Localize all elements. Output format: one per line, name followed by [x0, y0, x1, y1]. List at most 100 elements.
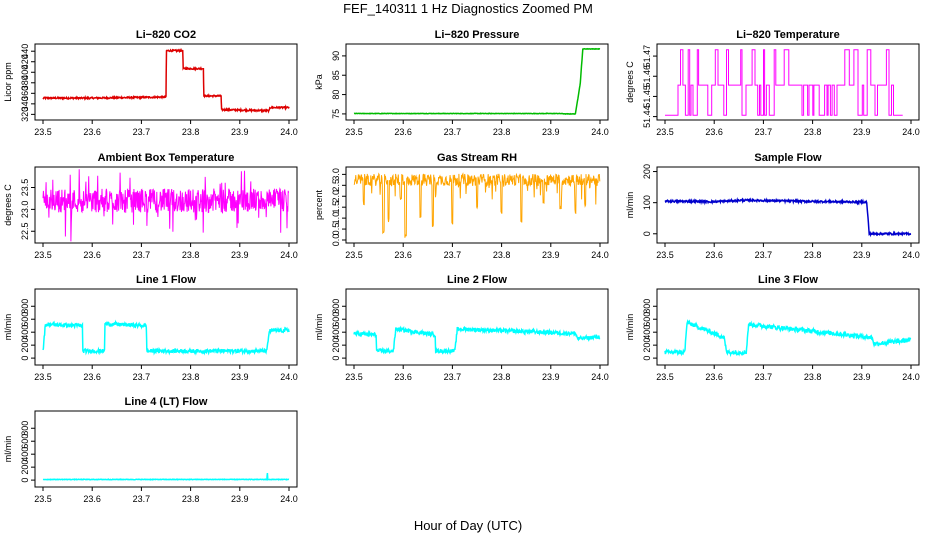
y-tick-label: 80 [331, 90, 341, 100]
x-tick-label: 23.8 [804, 250, 822, 260]
y-tick-label: 400 [20, 65, 30, 80]
y-tick-label: 320 [20, 107, 30, 122]
panel-title: Line 2 Flow [447, 274, 507, 286]
panel-title: Li−820 CO2 [136, 29, 196, 41]
y-tick-label: 420 [20, 54, 30, 69]
x-tick-label: 23.7 [133, 372, 151, 382]
y-tick-label: 3.0 [331, 168, 341, 181]
y-tick-label: 400 [20, 447, 30, 462]
x-tick-label: 24.0 [280, 127, 298, 137]
y-axis-label: percent [314, 189, 324, 220]
x-tick-label: 23.8 [182, 127, 200, 137]
y-tick-label: 23.5 [20, 179, 30, 197]
x-tick-label: 24.0 [280, 372, 298, 382]
x-tick-label: 23.7 [133, 494, 151, 504]
x-tick-label: 24.0 [280, 494, 298, 504]
x-tick-label: 24.0 [902, 127, 920, 137]
y-tick-label: 0 [331, 356, 341, 361]
panel-title: Line 4 (LT) Flow [125, 396, 208, 408]
chart-panel-5: Gas Stream RH percent 23.5 23.6 23.7 23.8 23.9… [314, 152, 609, 260]
plot-area [42, 47, 290, 114]
x-tick-label: 24.0 [280, 250, 298, 260]
plot-frame [34, 288, 298, 366]
x-tick-label: 23.7 [444, 250, 462, 260]
y-tick-label: 800 [642, 299, 652, 314]
x-tick-label: 23.6 [705, 372, 723, 382]
plot-area [353, 325, 601, 356]
series-line [42, 169, 290, 242]
y-axis-label: ml/min [3, 314, 13, 341]
x-tick-label: 23.5 [34, 127, 52, 137]
y-tick-label: 440 [20, 44, 30, 59]
x-tick-label: 23.8 [804, 127, 822, 137]
chart-panel-2: Li−820 Pressure kPa 23.5 23.6 23.7 23.8 23.9 24… [314, 29, 609, 137]
x-tick-label: 23.9 [853, 250, 871, 260]
panel-title: Line 3 Flow [758, 274, 818, 286]
y-tick-label: 0 [20, 478, 30, 483]
x-tick-label: 23.6 [83, 127, 101, 137]
chart-panel-10: Line 4 (LT) Flow ml/min 23.5 23.6 23.7 23.8 23… [3, 396, 298, 504]
y-tick-label: 200 [20, 338, 30, 353]
y-axis-label: ml/min [3, 436, 13, 463]
plot-frame [34, 410, 298, 488]
y-tick-label: 360 [20, 86, 30, 101]
x-tick-label: 23.7 [755, 250, 773, 260]
plot-frame [34, 43, 298, 121]
panel-title: Gas Stream RH [437, 152, 517, 164]
plot-frame [345, 43, 609, 121]
x-tick-label: 23.9 [542, 127, 560, 137]
y-tick-label: 2.0 [331, 190, 341, 203]
plot-area [42, 319, 290, 356]
y-tick-label: 0 [642, 231, 652, 236]
y-tick-label: 340 [20, 96, 30, 111]
y-tick-label: 85 [331, 70, 341, 80]
y-tick-label: 51.46 [642, 65, 652, 88]
plot-area [42, 473, 290, 481]
y-tick-label: 0 [642, 356, 652, 361]
plot-frame [656, 288, 920, 366]
chart-panel-4: Ambient Box Temperature degrees C 23.5 23.6… [3, 152, 298, 260]
plot-area [353, 47, 601, 116]
y-tick-label: 200 [20, 460, 30, 475]
x-tick-label: 23.6 [83, 372, 101, 382]
y-tick-label: 22.5 [20, 222, 30, 240]
y-axis-label: degrees C [625, 61, 635, 103]
y-tick-label: 200 [642, 338, 652, 353]
x-tick-label: 24.0 [591, 250, 609, 260]
x-tick-label: 24.0 [902, 250, 920, 260]
y-tick-label: 200 [642, 164, 652, 179]
x-tick-label: 23.6 [83, 494, 101, 504]
plot-area [42, 169, 290, 242]
x-tick-label: 23.5 [34, 372, 52, 382]
y-tick-label: 1.0 [331, 212, 341, 225]
x-tick-label: 23.5 [345, 250, 363, 260]
panel-title: Line 1 Flow [136, 274, 196, 286]
plot-area [353, 172, 601, 238]
x-tick-label: 23.8 [182, 372, 200, 382]
y-tick-label: 800 [20, 299, 30, 314]
x-tick-label: 24.0 [902, 372, 920, 382]
y-tick-label: 400 [20, 325, 30, 340]
y-tick-label: 23.0 [20, 201, 30, 219]
y-tick-label: 0.0 [331, 234, 341, 247]
x-tick-label: 23.5 [345, 127, 363, 137]
chart-panel-7: Line 1 Flow ml/min 23.5 23.6 23.7 23.8 23.9 24.… [3, 274, 298, 382]
y-tick-label: 380 [20, 75, 30, 90]
y-axis-label: degrees C [3, 184, 13, 226]
series-line [664, 197, 912, 238]
x-tick-label: 24.0 [591, 127, 609, 137]
x-tick-label: 23.9 [542, 250, 560, 260]
x-tick-label: 23.5 [345, 372, 363, 382]
x-tick-label: 23.7 [755, 372, 773, 382]
y-tick-label: 400 [331, 325, 341, 340]
x-tick-label: 23.7 [133, 127, 151, 137]
plot-frame [656, 43, 920, 121]
plot-area [664, 197, 912, 238]
x-tick-label: 23.6 [394, 250, 412, 260]
plot-frame [345, 288, 609, 366]
plot-area [664, 318, 912, 358]
x-axis-title: Hour of Day (UTC) [413, 518, 523, 533]
x-tick-label: 23.9 [853, 372, 871, 382]
x-tick-label: 23.9 [231, 250, 249, 260]
